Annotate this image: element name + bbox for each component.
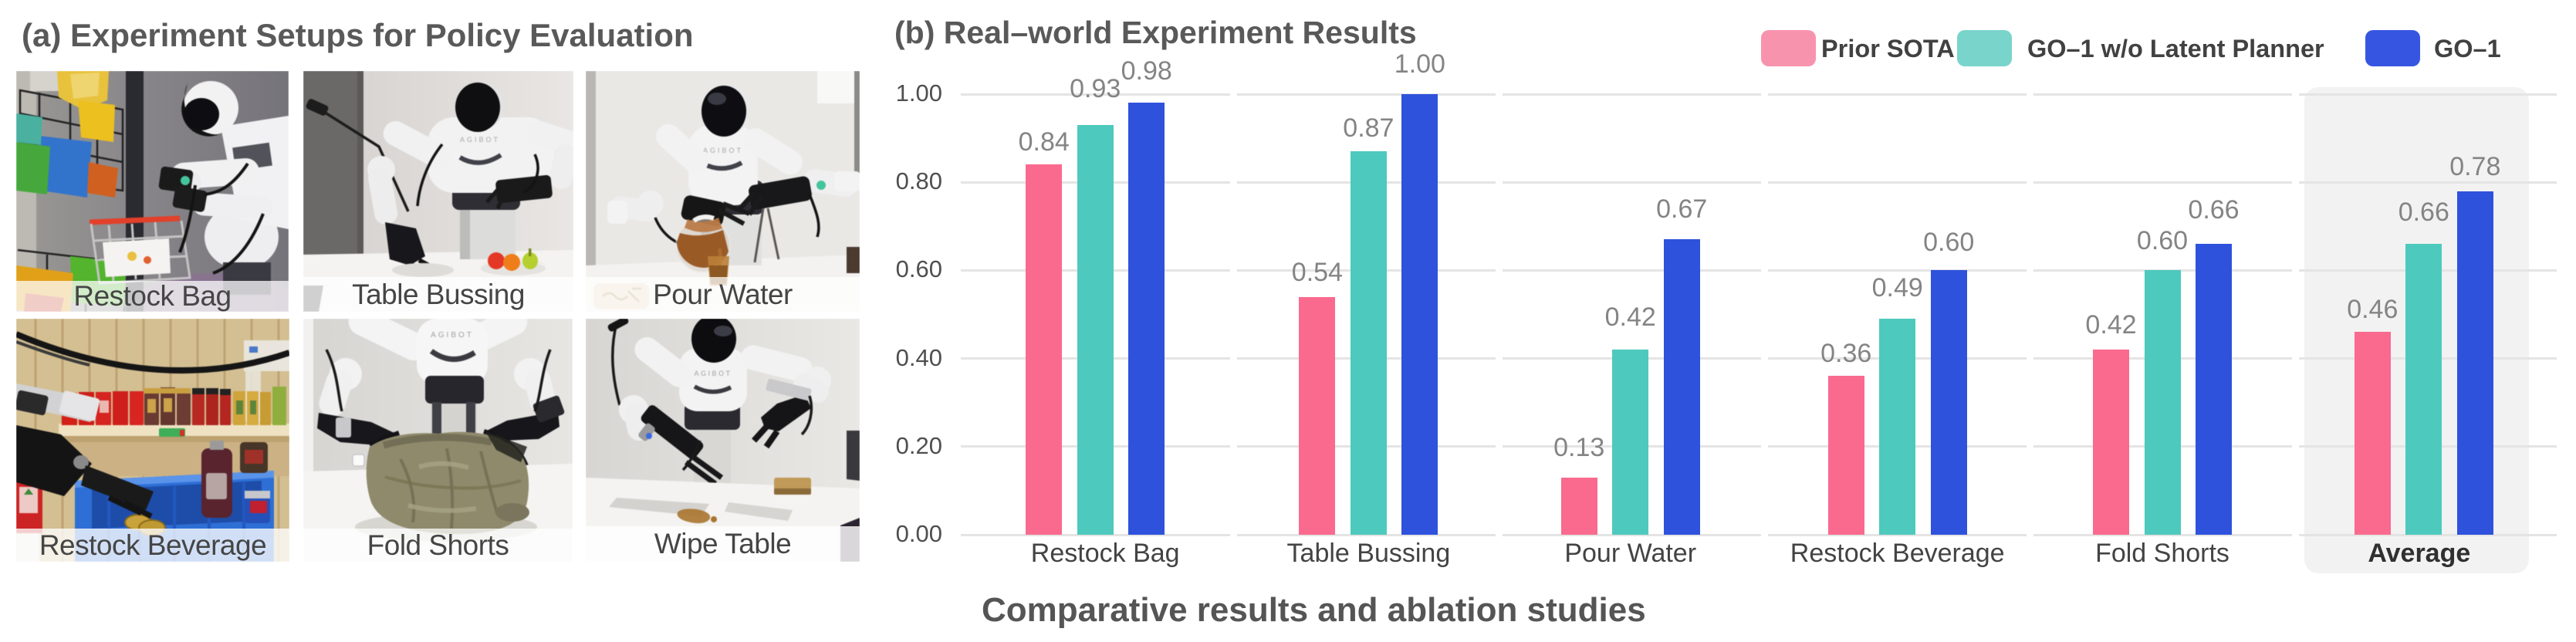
svg-text:AGIBOT: AGIBOT	[431, 331, 474, 340]
svg-text:AGIBOT: AGIBOT	[460, 136, 500, 144]
svg-text:AGIBOT: AGIBOT	[694, 370, 732, 377]
svg-text:AGIBOT: AGIBOT	[703, 147, 743, 154]
